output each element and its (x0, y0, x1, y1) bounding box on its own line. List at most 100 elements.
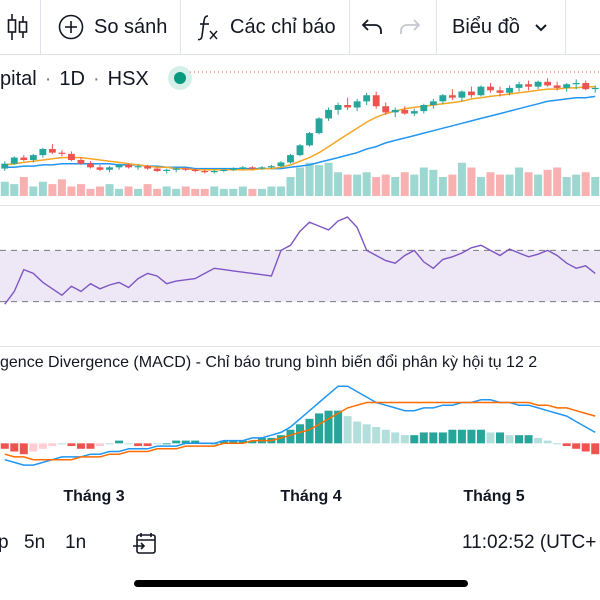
macd-histogram-bar (181, 440, 190, 444)
candle-body (182, 168, 190, 170)
volume-bar (419, 167, 428, 196)
macd-histogram-bar (572, 443, 581, 449)
candle-body (506, 87, 513, 93)
macd-title[interactable]: gence Divergence (MACD) - Chỉ báo trung … (0, 354, 538, 371)
volume-bar (400, 172, 409, 196)
timeframe-button[interactable]: 5n (24, 532, 46, 553)
candle-body (125, 164, 132, 168)
go-to-date-button[interactable] (132, 532, 158, 561)
macd-line (4, 385, 596, 466)
volume-bar (305, 162, 314, 196)
macd-histogram-bar (19, 443, 28, 455)
rsi-chart[interactable] (0, 206, 600, 346)
volume-bar (572, 174, 581, 196)
ma-slow-line (4, 95, 596, 170)
candle-body (458, 91, 466, 98)
macd-chart[interactable] (0, 376, 600, 481)
plus-circle-icon (58, 14, 84, 40)
pane-divider[interactable] (0, 205, 600, 206)
macd-histogram-bar (296, 424, 304, 444)
volume-bar (362, 172, 371, 196)
candle-body (429, 101, 437, 105)
macd-histogram-bar (448, 429, 457, 444)
candle-body (68, 153, 75, 160)
macd-histogram-bar (534, 437, 543, 444)
redo-button[interactable] (398, 0, 422, 54)
chart-type-dropdown[interactable]: Biểu đồ (452, 0, 550, 54)
candle-body (58, 152, 66, 154)
macd-histogram-bar (172, 440, 181, 444)
volume-bar (324, 162, 333, 196)
volume-bar (505, 174, 514, 196)
volume-bar (296, 167, 304, 196)
macd-histogram-bar (562, 443, 571, 447)
candle-body (248, 167, 256, 169)
exchange-label: HSX (107, 67, 149, 90)
candle-body (172, 168, 180, 170)
candle-body (553, 85, 561, 88)
symbol-legend[interactable]: pital · 1D · HSX (0, 67, 149, 90)
volume-bar (372, 177, 381, 196)
macd-histogram-bar (0, 443, 9, 449)
compare-button[interactable]: So sánh (58, 0, 167, 54)
volume-bar (115, 188, 124, 196)
candle-body (401, 109, 409, 114)
indicators-label: Các chỉ báo (230, 15, 336, 38)
candle-body (258, 167, 266, 169)
macd-histogram-bar (553, 443, 562, 445)
macd-histogram-bar (496, 432, 504, 444)
volume-bar (562, 177, 571, 196)
price-chart[interactable] (0, 54, 600, 204)
volume-bar (343, 174, 352, 196)
x-axis-month-label: Tháng 4 (280, 488, 342, 505)
volume-bar (96, 186, 104, 196)
candle-body (39, 149, 47, 156)
candle-body (525, 84, 532, 87)
macd-histogram-bar (543, 440, 552, 444)
volume-bar (0, 181, 9, 196)
macd-histogram-bar (48, 443, 57, 447)
timeframe-button[interactable]: p (0, 532, 9, 553)
macd-histogram-bar (505, 435, 514, 444)
macd-histogram-bar (238, 440, 247, 444)
volume-bar (553, 167, 562, 196)
macd-histogram-bar (324, 410, 333, 444)
candle-body (468, 91, 475, 96)
macd-histogram-bar (286, 429, 295, 444)
volume-bar (267, 186, 276, 196)
macd-histogram-bar (343, 416, 352, 444)
macd-histogram-bar (315, 413, 324, 444)
volume-bar (543, 169, 552, 196)
volume-bar (162, 186, 171, 196)
candle-body (163, 169, 171, 171)
candle-body (153, 168, 161, 171)
macd-histogram-bar (515, 435, 524, 444)
macd-histogram-bar (96, 443, 104, 447)
volume-bar (229, 188, 238, 196)
macd-histogram-bar (143, 443, 152, 447)
volume-bar (286, 177, 295, 196)
x-axis-month-label: Tháng 5 (463, 488, 525, 505)
candle-body (410, 111, 418, 114)
candle-body (106, 167, 113, 170)
candle-body (229, 168, 237, 170)
candle-body (477, 86, 485, 96)
candle-body (515, 84, 523, 88)
clock-timezone[interactable]: 11:02:52 (UTC+ (462, 532, 597, 553)
candle-body (220, 169, 228, 171)
indicators-button[interactable]: Các chỉ báo (196, 0, 336, 54)
macd-histogram-bar (591, 443, 600, 455)
undo-button[interactable] (360, 0, 384, 54)
volume-bar (257, 188, 266, 196)
volume-bar (67, 186, 76, 196)
pane-divider[interactable] (0, 346, 600, 347)
volume-bar (524, 172, 533, 196)
macd-histogram-bar (124, 443, 133, 445)
candle-body (48, 149, 56, 153)
candle-body (134, 166, 142, 168)
redo-icon (400, 19, 421, 34)
timeframe-button[interactable]: 1n (65, 532, 87, 553)
candlestick-type-icon[interactable] (6, 0, 30, 54)
volume-bar (486, 172, 495, 196)
macd-histogram-bar (115, 440, 124, 444)
